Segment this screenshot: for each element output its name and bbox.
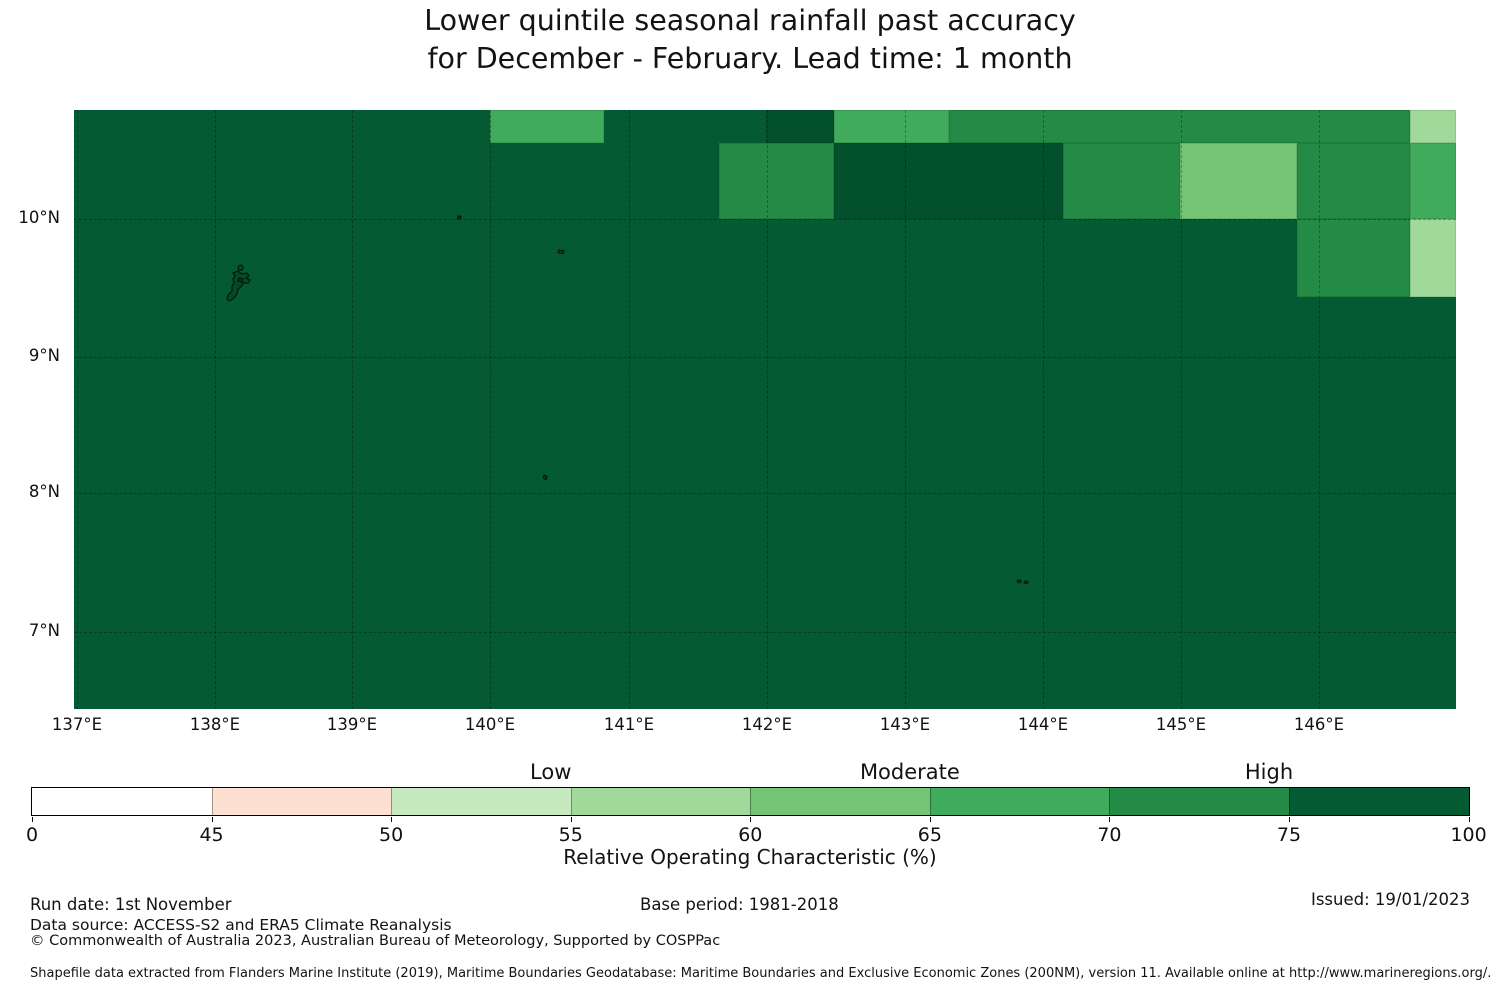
meridian-gridline — [352, 110, 353, 709]
colorbar-tick-label: 0 — [25, 824, 39, 846]
map-cell-roc-75-100 — [766, 110, 834, 143]
chart-title-line-2: for December - February. Lead time: 1 mo… — [427, 42, 1073, 75]
colorbar-segment — [32, 788, 213, 815]
colorbar-tick-mark — [570, 817, 572, 822]
longitude-tick-label: 145°E — [1155, 715, 1207, 734]
map-cell-roc-60-65 — [1180, 143, 1297, 219]
colorbar-segment — [211, 788, 392, 815]
colorbar-divider — [1289, 788, 1291, 815]
colorbar-tick-mark — [750, 817, 752, 822]
map-cell-roc-70-75 — [949, 110, 1410, 143]
yap-island-lagoon-mark-icon — [237, 277, 244, 283]
colorbar-category-label-high: High — [1244, 760, 1294, 784]
meridian-gridline — [767, 110, 768, 709]
colorbar-tick-label: 70 — [1097, 824, 1122, 846]
meridian-gridline — [490, 110, 491, 709]
longitude-tick-label: 146°E — [1293, 715, 1345, 734]
colorbar-divider — [1109, 788, 1111, 815]
map-cell-roc-70-75 — [719, 143, 834, 219]
meridian-gridline — [1181, 110, 1182, 709]
map-cell-roc-65-70 — [834, 110, 949, 143]
longitude-tick-label: 144°E — [1017, 715, 1069, 734]
colorbar-segment — [570, 788, 751, 815]
shapefile-attribution-text: Shapefile data extracted from Flanders M… — [30, 966, 1492, 981]
parallel-gridline — [74, 219, 1456, 220]
colorbar-tick-mark — [1289, 817, 1291, 822]
base-period-text: Base period: 1981-2018 — [640, 895, 839, 914]
colorbar-axis-label: Relative Operating Characteristic (%) — [563, 845, 937, 869]
colorbar-tick-label: 60 — [738, 824, 763, 846]
longitude-tick-label: 140°E — [464, 715, 516, 734]
parallel-gridline — [74, 357, 1456, 358]
longitude-tick-label: 137°E — [51, 715, 103, 734]
latitude-axis: 10°N 9°N 8°N 7°N — [0, 110, 60, 709]
chart-title-line-1: Lower quintile seasonal rainfall past ac… — [424, 4, 1076, 37]
islet-2-icon — [557, 249, 565, 255]
colorbar-tick-label: 65 — [917, 824, 942, 846]
colorbar-divider — [929, 788, 931, 815]
roc-accuracy-map — [74, 110, 1456, 709]
data-source-text: Data source: ACCESS-S2 and ERA5 Climate … — [30, 916, 452, 934]
colorbar-tick-mark — [391, 817, 393, 822]
longitude-tick-label: 138°E — [189, 715, 241, 734]
map-cell-roc-65-70 — [1410, 143, 1456, 219]
colorbar-tick-mark — [1468, 817, 1470, 822]
meridian-gridline — [905, 110, 906, 709]
colorbar-tick-mark — [1109, 817, 1111, 822]
colorbar-segment — [1289, 788, 1470, 815]
colorbar-segment — [750, 788, 931, 815]
latitude-tick-label: 9°N — [28, 346, 60, 365]
run-date-text: Run date: 1st November — [30, 895, 232, 914]
latitude-tick-label: 7°N — [28, 621, 60, 640]
latitude-tick-label: 10°N — [18, 208, 60, 227]
longitude-tick-label: 141°E — [603, 715, 655, 734]
colorbar-segment — [391, 788, 572, 815]
colorbar-tick-label: 75 — [1276, 824, 1302, 846]
map-cell-roc-75-100 — [834, 143, 1063, 219]
colorbar-tick-label: 100 — [1450, 824, 1487, 846]
longitude-axis: 137°E 138°E 139°E 140°E 141°E 142°E 143°E 144°E… — [52, 715, 1456, 739]
meridian-gridline — [629, 110, 630, 709]
parallel-gridline — [74, 632, 1456, 633]
map-cell-roc-70-75 — [1297, 143, 1410, 219]
islet-5-icon — [1023, 580, 1029, 585]
islet-4-icon — [1016, 579, 1022, 584]
colorbar-divider — [570, 788, 572, 815]
issued-date-text: Issued: 19/01/2023 — [1310, 890, 1470, 909]
longitude-tick-label: 143°E — [879, 715, 931, 734]
map-cell-roc-70-75 — [1297, 219, 1410, 297]
colorbar-segment — [929, 788, 1110, 815]
copyright-text: © Commonwealth of Australia 2023, Austra… — [30, 933, 721, 949]
map-cell-roc-55-60 — [1410, 110, 1456, 143]
latitude-tick-label: 8°N — [28, 482, 60, 501]
colorbar-divider — [750, 788, 752, 815]
map-cell-roc-70-75 — [1063, 143, 1180, 219]
map-cell-roc-65-70 — [490, 110, 604, 143]
colorbar-tick-mark — [929, 817, 931, 822]
meridian-gridline — [1319, 110, 1320, 709]
colorbar-tick-mark — [211, 817, 213, 822]
parallel-gridline — [74, 493, 1456, 494]
longitude-tick-label: 142°E — [741, 715, 793, 734]
meridian-gridline — [1043, 110, 1044, 709]
colorbar-tick-label: 45 — [199, 824, 224, 846]
islet-3-icon — [542, 474, 548, 481]
colorbar-tick-label: 55 — [558, 824, 583, 846]
colorbar-divider — [211, 788, 213, 815]
colorbar-category-label-moderate: Moderate — [859, 760, 960, 784]
longitude-tick-label: 139°E — [326, 715, 378, 734]
map-cell-roc-55-60 — [1410, 219, 1456, 297]
colorbar-divider — [391, 788, 393, 815]
colorbar-tick-label: 50 — [379, 824, 404, 846]
yap-island-north-islet-icon — [237, 264, 244, 271]
roc-colorbar: 0 45 50 55 60 65 70 75 100 Low Moderate High — [26, 760, 1487, 846]
colorbar-segment — [1109, 788, 1290, 815]
meridian-gridline — [77, 110, 78, 709]
colorbar-category-label-low: Low — [530, 760, 572, 784]
meridian-gridline — [215, 110, 216, 709]
colorbar-tick-mark — [32, 817, 33, 822]
yap-island-main-icon — [226, 270, 251, 302]
